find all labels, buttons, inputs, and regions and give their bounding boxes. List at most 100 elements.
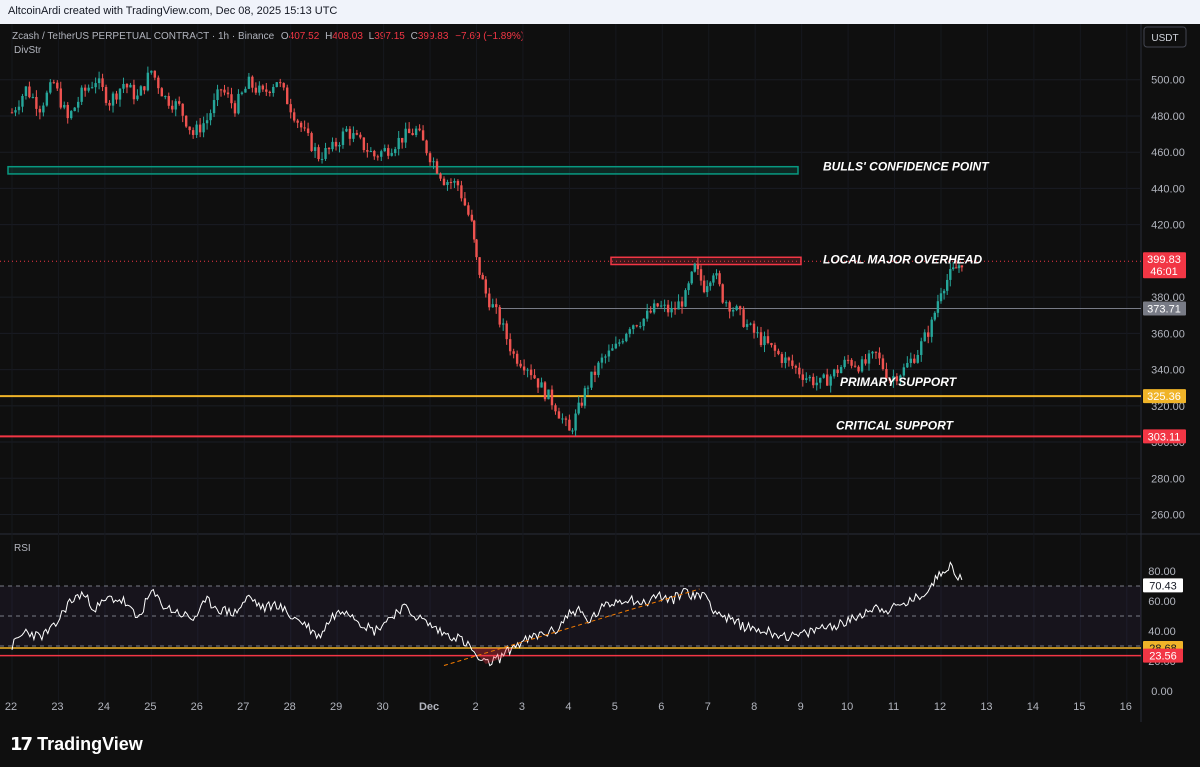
candle-body: [495, 304, 498, 308]
chart-svg[interactable]: Zcash / TetherUS PERPETUAL CONTRACT · 1h…: [0, 24, 1200, 722]
time-tick-label: 10: [841, 701, 853, 713]
candle-body: [885, 369, 888, 379]
time-tick-label: 25: [144, 701, 156, 713]
candle-body: [508, 339, 512, 352]
candle-body: [791, 360, 794, 366]
chart-area[interactable]: Zcash / TetherUS PERPETUAL CONTRACT · 1h…: [0, 24, 1200, 722]
candle-body: [864, 359, 867, 364]
candle-body: [17, 106, 21, 111]
candle-body: [488, 293, 491, 308]
candle-body: [83, 87, 87, 91]
candle-body: [846, 359, 850, 361]
candle-body: [237, 93, 240, 114]
candle-body: [59, 88, 62, 108]
rsi-line: [11, 561, 963, 667]
time-tick-label: 7: [705, 701, 711, 713]
candle-body: [407, 128, 411, 134]
candle-body: [564, 418, 568, 420]
candle-body: [181, 103, 184, 116]
candle-body: [122, 83, 125, 89]
candle-body: [756, 332, 759, 334]
tradingview-logo[interactable]: 17 TradingView: [10, 734, 143, 755]
candle-body: [14, 110, 17, 113]
candle-body: [331, 141, 334, 150]
candle-body: [472, 220, 476, 240]
candle-body: [202, 123, 205, 133]
candle-body: [702, 280, 706, 293]
candle-body: [829, 376, 832, 386]
candle-body: [724, 302, 728, 304]
candle-body: [709, 282, 712, 287]
candle-body: [449, 181, 453, 183]
candle-body: [324, 147, 327, 159]
time-tick-label: 16: [1120, 701, 1132, 713]
candle-body: [171, 105, 174, 110]
candle-body: [167, 96, 170, 106]
attribution-text: AltcoinArdi created with TradingView.com…: [8, 5, 338, 17]
candle-body: [642, 318, 645, 327]
time-tick-label: 12: [934, 701, 946, 713]
candle-body: [212, 100, 216, 114]
rsi-tag: [1143, 578, 1183, 593]
time-tick-label: 2: [472, 701, 478, 713]
candle-body: [164, 96, 167, 98]
candle-body: [355, 133, 359, 135]
annotation-label: CRITICAL SUPPORT: [836, 418, 955, 432]
candle-body: [157, 77, 160, 89]
candle-body: [808, 376, 811, 379]
candle-body: [233, 103, 237, 114]
currency-button[interactable]: USDT: [1143, 26, 1187, 48]
candle-body: [673, 307, 677, 310]
candle-body: [687, 283, 690, 291]
candle-body: [853, 365, 857, 367]
candle-body: [749, 323, 752, 325]
rsi-tick-label: 0.00: [1151, 686, 1172, 698]
candle-body: [397, 137, 400, 150]
symbol-legend[interactable]: Zcash / TetherUS PERPETUAL CONTRACT · 1h…: [12, 31, 524, 42]
candle-body: [198, 124, 202, 133]
candle-body: [832, 369, 836, 377]
candle-body: [773, 345, 777, 351]
tradingview-logo-icon: 17: [10, 734, 33, 755]
candle-body: [663, 304, 666, 306]
candle-body: [394, 149, 397, 154]
candle-body: [310, 133, 313, 151]
candle-body: [125, 83, 129, 88]
candle-body: [90, 87, 94, 89]
annotation-label: PRIMARY SUPPORT: [840, 375, 958, 389]
candle-body: [600, 357, 604, 363]
candle-body: [798, 367, 801, 375]
candle-body: [715, 273, 718, 276]
candle-body: [352, 133, 355, 139]
candle-body: [519, 363, 522, 367]
candle-body: [916, 354, 919, 363]
candle-body: [261, 85, 265, 90]
candle-body: [939, 293, 943, 302]
time-tick-label: 6: [658, 701, 664, 713]
candle-body: [815, 382, 818, 386]
time-tick-label: 3: [519, 701, 525, 713]
candle-body: [801, 374, 805, 380]
candle-body: [561, 418, 564, 420]
candle-body: [878, 352, 881, 359]
candle-body: [327, 147, 331, 150]
candle-body: [693, 263, 697, 272]
price-tick-label: 360.00: [1151, 328, 1185, 340]
price-tag: [1143, 389, 1186, 404]
price-tick-label: 420.00: [1151, 220, 1185, 232]
candle-body: [923, 332, 926, 342]
candle-body: [557, 411, 561, 419]
candle-body: [38, 108, 42, 113]
candle-body: [957, 265, 961, 269]
candle-body: [240, 92, 244, 94]
candle-body: [205, 120, 209, 124]
price-tag: [1143, 301, 1186, 316]
candle-body: [52, 82, 56, 84]
candle-body: [819, 377, 822, 383]
candle-body: [129, 84, 132, 88]
rsi-legend[interactable]: RSI: [14, 543, 31, 554]
candle-body: [759, 332, 763, 346]
indicator-legend[interactable]: DivStr: [14, 45, 42, 56]
candle-body: [614, 343, 618, 349]
price-tick-label: 320.00: [1151, 401, 1185, 413]
